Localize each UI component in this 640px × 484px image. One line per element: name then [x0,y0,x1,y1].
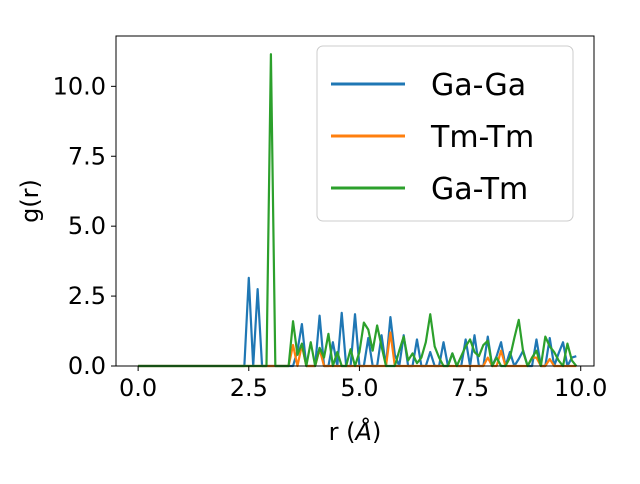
x-tick-label: 5.0 [340,374,378,402]
legend: Ga-Ga Tm-Tm Ga-Tm [316,45,574,222]
x-tick-label: 10.0 [554,374,607,402]
x-tick-label: 0.0 [119,374,157,402]
x-axis-label: r (Å) [329,417,382,446]
y-tick-label: 7.5 [68,142,106,170]
series-line-2 [138,53,578,368]
plot-area-frame [115,35,595,367]
y-tick-label: 10.0 [53,72,106,100]
legend-box [316,45,574,222]
y-axis-ticks: 0.0 2.5 5.0 7.5 10.0 [53,72,116,380]
y-tick-label: 2.5 [68,282,106,310]
x-axis-ticks: 0.0 2.5 5.0 7.5 10.0 [119,366,607,402]
x-axis-label-text: r ( [329,418,356,446]
y-tick-label: 5.0 [68,212,106,240]
x-axis-label-close: ) [372,418,381,446]
x-axis-label-unit: Å [354,417,372,446]
legend-label-2: Ga-Tm [431,172,528,207]
x-tick-label: 7.5 [451,374,489,402]
y-tick-label: 0.0 [68,352,106,380]
legend-label-1: Tm-Tm [430,120,534,155]
x-tick-label: 2.5 [230,374,268,402]
y-axis-label: g(r) [16,179,44,223]
legend-label-0: Ga-Ga [431,68,526,103]
